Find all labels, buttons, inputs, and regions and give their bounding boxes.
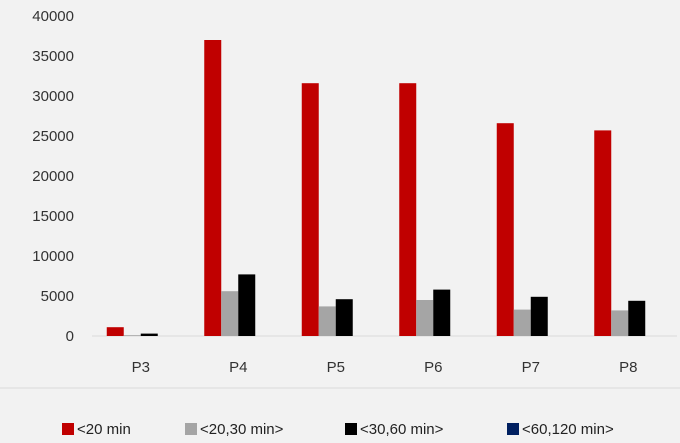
x-axis-ticks: P3 P4 P5 P6 P7 P8 <box>132 359 638 376</box>
y-tick-label: 5000 <box>41 288 74 305</box>
bar-p6-series-2 <box>416 300 434 336</box>
legend-swatch <box>185 423 197 435</box>
x-tick-label: P6 <box>424 359 442 376</box>
x-tick-label: P7 <box>522 359 540 376</box>
y-tick-label: 15000 <box>32 208 74 225</box>
bars <box>106 40 646 336</box>
y-tick-label: 35000 <box>32 48 74 65</box>
bar-p5-series-1 <box>301 83 319 336</box>
bar-p3-series-3 <box>140 333 158 336</box>
bar-p7-series-2 <box>513 309 531 336</box>
bar-p8-series-1 <box>594 130 612 336</box>
legend-label: <30,60 min> <box>360 421 444 438</box>
bar-p4-series-1 <box>204 40 222 336</box>
y-tick-label: 0 <box>66 328 74 345</box>
bar-p5-series-3 <box>335 299 353 336</box>
bar-p6-series-3 <box>433 289 451 336</box>
legend: <20 min <20,30 min> <30,60 min> <60,120 min… <box>62 421 614 438</box>
legend-label: <60,120 min> <box>522 421 614 438</box>
bar-p8-series-2 <box>611 310 629 336</box>
bar-p7-series-3 <box>530 296 548 336</box>
bar-p7-series-1 <box>496 123 514 336</box>
legend-label: <20,30 min> <box>200 421 284 438</box>
legend-swatch <box>345 423 357 435</box>
y-tick-label: 30000 <box>32 88 74 105</box>
y-tick-label: 40000 <box>32 8 74 25</box>
legend-swatch <box>507 423 519 435</box>
x-tick-label: P3 <box>132 359 150 376</box>
legend-label: <20 min <box>77 421 131 438</box>
y-tick-label: 25000 <box>32 128 74 145</box>
bar-p4-series-3 <box>238 274 256 336</box>
bar-p6-series-1 <box>399 83 417 336</box>
bar-p3-series-2 <box>123 335 141 336</box>
legend-swatch <box>62 423 74 435</box>
y-axis-ticks: 0 5000 10000 15000 20000 25000 30000 35000 40000 <box>32 8 74 345</box>
bar-p5-series-2 <box>318 306 336 336</box>
y-tick-label: 10000 <box>32 248 74 265</box>
x-tick-label: P4 <box>229 359 247 376</box>
bar-p4-series-2 <box>221 291 239 336</box>
x-tick-label: P8 <box>619 359 637 376</box>
bar-p3-series-1 <box>106 327 124 336</box>
x-tick-label: P5 <box>327 359 345 376</box>
bar-p8-series-3 <box>628 300 646 336</box>
y-tick-label: 20000 <box>32 168 74 185</box>
